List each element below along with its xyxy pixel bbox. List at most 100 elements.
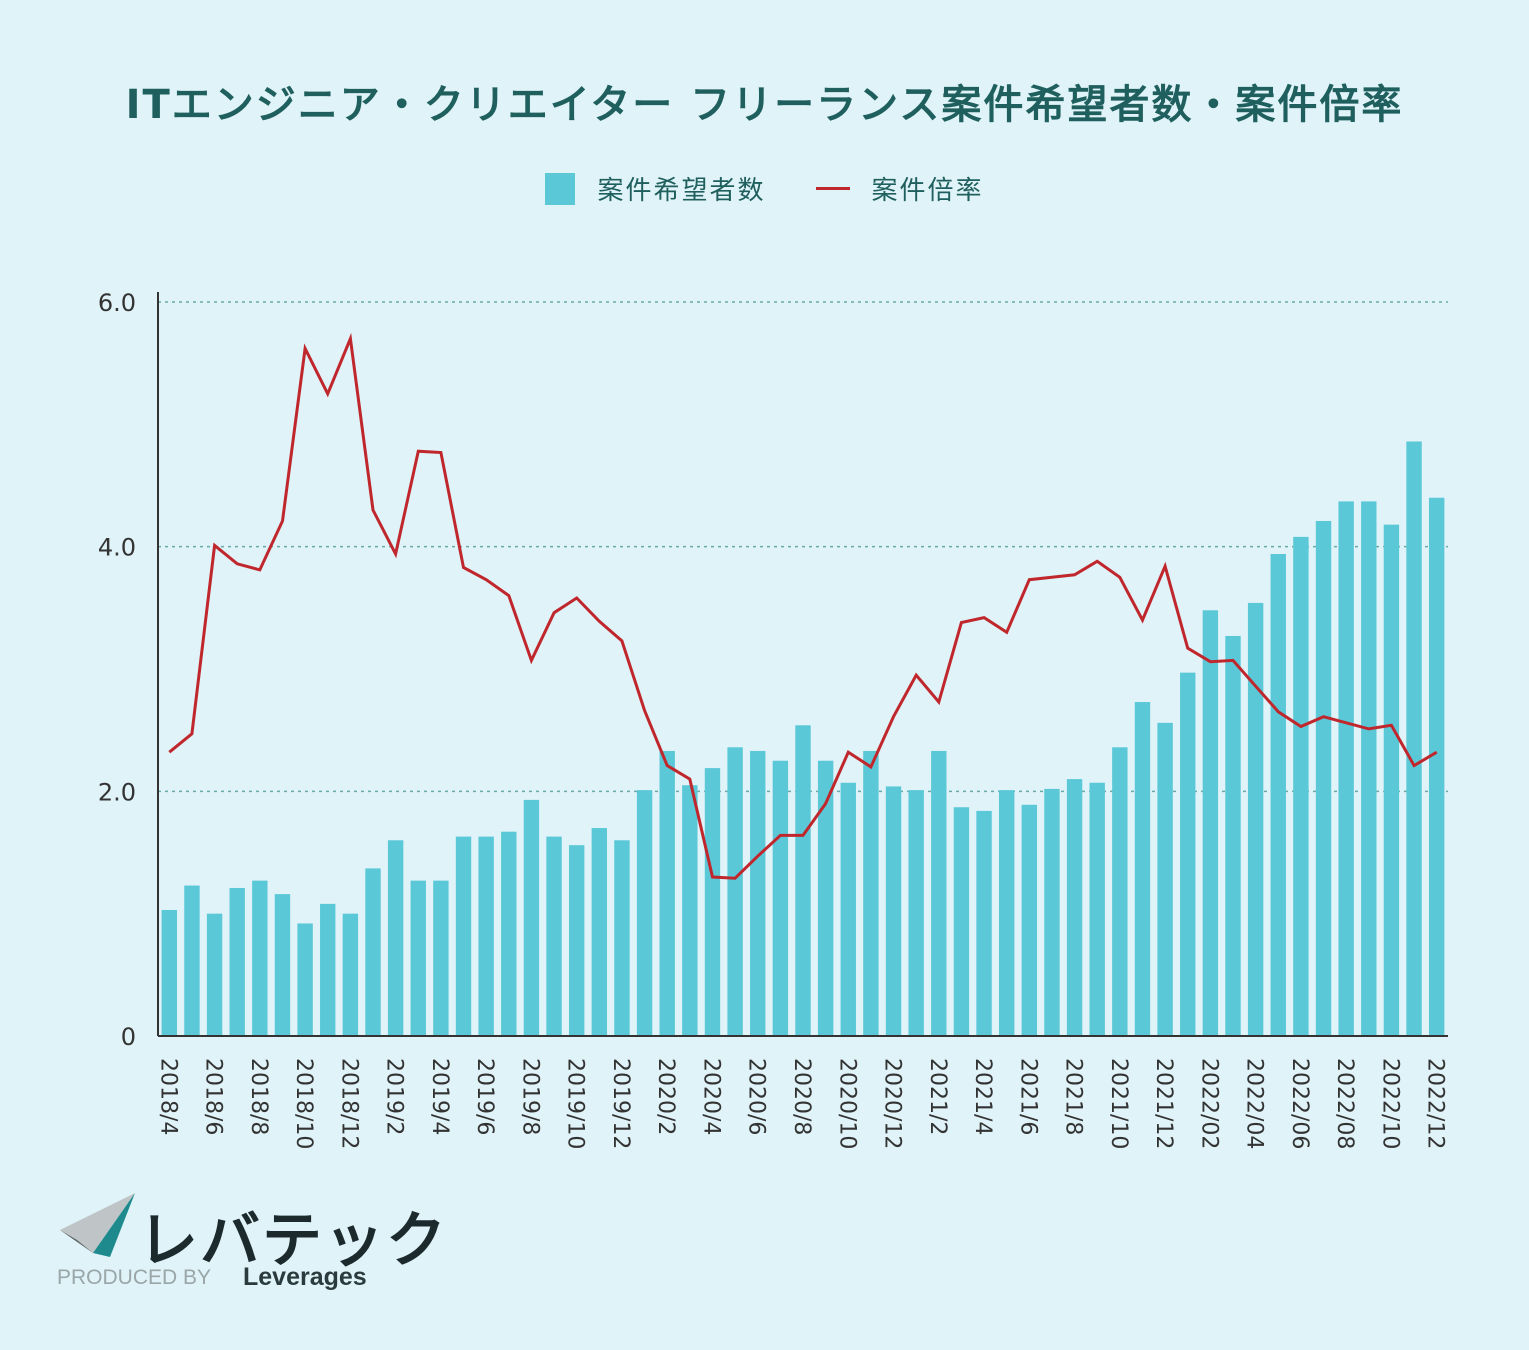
bar [1134,702,1151,1036]
bar [1383,524,1400,1036]
bar [885,786,902,1036]
x-tick-label: 2022/06 [1287,1058,1312,1149]
y-tick-label: 2.0 [98,778,136,806]
bar [863,750,879,1036]
bar [908,790,924,1036]
legend-item-bar: 案件希望者数 [545,170,765,207]
bar [1112,747,1128,1036]
bar [840,782,856,1036]
x-tick-label: 2021/12 [1151,1058,1176,1149]
x-tick-label: 2018/6 [201,1058,226,1135]
bar [727,747,743,1036]
logo-mark-grey [60,1193,135,1253]
bar [1180,672,1196,1036]
bar [297,923,313,1036]
bar [478,836,494,1036]
x-tick-label: 2020/2 [653,1058,678,1135]
bar [704,768,721,1036]
x-tick-label: 2019/4 [427,1058,452,1135]
bar [1293,536,1309,1036]
bar [568,845,585,1036]
legend-bar-swatch [545,172,576,205]
bar [659,750,675,1036]
bar [976,810,992,1036]
x-tick-label: 2021/10 [1106,1058,1131,1149]
bar [501,831,517,1036]
x-tick-label: 2020/12 [880,1058,905,1149]
bar [636,790,653,1036]
bar [1202,610,1219,1036]
x-tick-label: 2021/2 [925,1058,950,1135]
legend-bar-label: 案件希望者数 [597,176,766,206]
bar [1066,779,1083,1036]
bar [772,760,789,1036]
legend: 案件希望者数 案件倍率 [0,170,1529,207]
x-tick-label: 2021/4 [970,1058,995,1135]
bar [1270,554,1286,1036]
bar [365,868,381,1036]
bar [1315,520,1332,1036]
bar [750,750,766,1036]
y-tick-label: 0 [121,1023,136,1051]
legend-line-swatch [815,187,850,190]
bar [591,828,608,1036]
x-tick-label: 2018/12 [336,1058,361,1149]
bar [998,790,1015,1036]
x-tick-label: 2022/02 [1196,1058,1221,1149]
x-tick-label: 2021/6 [1015,1058,1040,1135]
bar [387,840,404,1036]
bar [817,760,834,1036]
x-tick-label: 2020/8 [789,1058,814,1135]
leverages-logo [60,1193,135,1257]
logo-mark-teal [93,1193,135,1257]
x-tick-label: 2020/6 [744,1058,769,1135]
bar [1225,635,1241,1036]
brand-name: レバテック [138,1206,448,1276]
x-tick-label: 2019/12 [608,1058,633,1149]
bar [1338,501,1354,1036]
bar [1428,497,1445,1036]
x-tick-label: 2020/4 [698,1058,723,1135]
bar [614,840,630,1036]
bar [161,909,178,1036]
bar [682,785,698,1036]
bar [206,913,223,1036]
y-tick-label: 4.0 [98,534,136,562]
chart-title: ITエンジニア・クリエイター フリーランス案件希望者数・案件倍率 [125,82,1404,128]
bar [455,836,472,1036]
legend-line-label: 案件倍率 [871,176,984,206]
bar [433,880,449,1036]
x-tick-label: 2022/10 [1377,1058,1402,1149]
bar [320,903,336,1036]
x-tick-label: 2020/10 [834,1058,859,1149]
x-tick-label: 2019/6 [472,1058,497,1135]
bar [252,880,268,1036]
bar [342,913,359,1036]
x-tick-label: 2018/8 [246,1058,271,1135]
x-tick-label: 2022/04 [1242,1058,1267,1149]
bar [229,887,245,1036]
bar [274,894,291,1036]
bar [795,725,811,1036]
bar [410,880,426,1036]
x-tick-label: 2019/2 [382,1058,407,1135]
x-tick-label: 2019/10 [563,1058,588,1149]
produced-by-text: PRODUCED BY [57,1266,212,1289]
bar [931,750,947,1036]
x-tick-label: 2018/10 [291,1058,316,1149]
bar [523,799,540,1036]
bar [1247,602,1264,1036]
bar [1021,804,1038,1036]
bar [184,885,200,1036]
x-tick-label: 2022/08 [1332,1058,1357,1149]
chart-plot: 0 2.0 4.0 6.0 2018/4 2018/6 2018/8 2018/10 2018/… [98,289,1448,1149]
produced-brand-text: Leverages [243,1263,367,1291]
x-tick-label: 2018/4 [155,1058,180,1135]
bar [1361,501,1377,1036]
bar [1157,722,1173,1036]
bar [1089,782,1105,1036]
bar [546,836,562,1036]
y-tick-label: 6.0 [98,289,136,317]
bar [1044,788,1060,1036]
bar [953,807,970,1036]
